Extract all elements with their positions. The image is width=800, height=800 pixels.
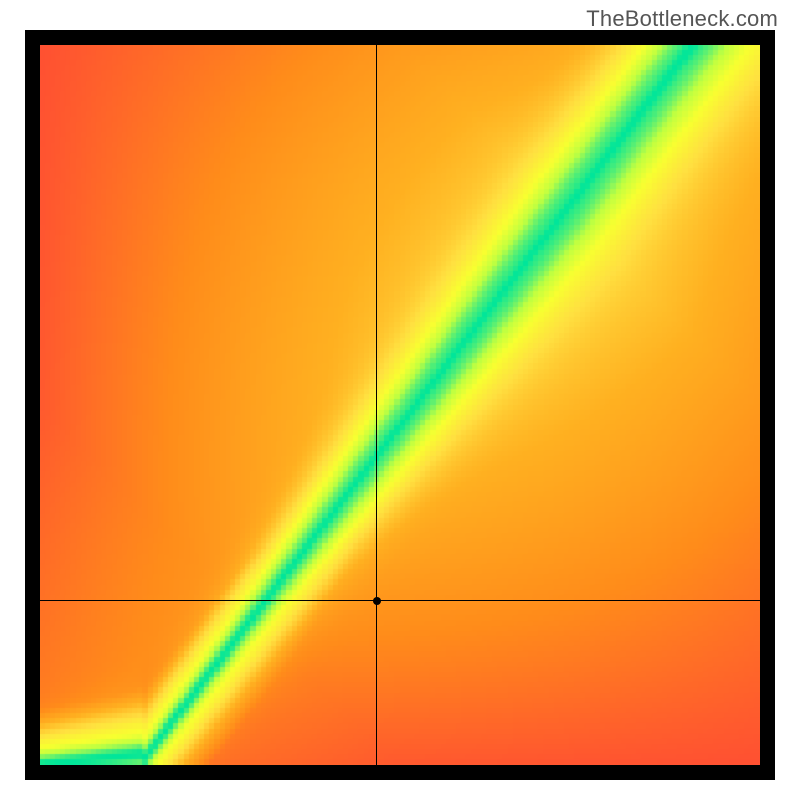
crosshair-vertical (376, 45, 377, 765)
chart-frame (25, 30, 775, 780)
heatmap-canvas (40, 45, 760, 765)
marker-dot (373, 597, 381, 605)
watermark-text: TheBottleneck.com (586, 6, 778, 32)
chart-container: TheBottleneck.com (0, 0, 800, 800)
plot-area (40, 45, 760, 765)
crosshair-horizontal (40, 600, 760, 601)
